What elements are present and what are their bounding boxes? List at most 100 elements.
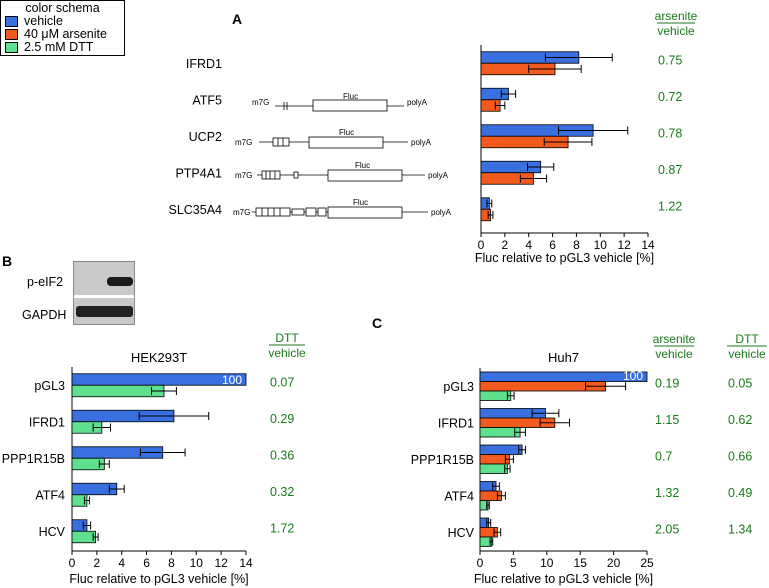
chart-c-ratio-value: 0.66 xyxy=(728,449,752,463)
blot-label-peif2: p-eIF2 xyxy=(27,275,63,289)
chart-c-x-tick-label: 20 xyxy=(607,556,621,570)
chart-c-ratio-value: 0.05 xyxy=(728,376,752,390)
chart-b-ratio-value: 0.36 xyxy=(270,448,294,462)
legend-title: color schema xyxy=(25,1,100,15)
chart-c-ratio-value: 0.7 xyxy=(655,449,672,463)
chart-b-category-label: ATF4 xyxy=(35,488,65,502)
chart-a-x-tick-label: 8 xyxy=(573,238,580,252)
chart-b-x-tick-label: 0 xyxy=(69,556,76,570)
chart-b-ratio-value: 1.72 xyxy=(270,521,294,535)
fluc-label-ptp4a1: Fluc xyxy=(355,161,370,170)
chart-c-bar-pgl3-vehicle xyxy=(479,371,648,382)
chart-b-x-tick-label: 8 xyxy=(168,556,175,570)
chart-c-x-tick-label: 10 xyxy=(540,556,554,570)
color-legend: color schema vehicle 40 μM arsenite 2.5 … xyxy=(0,0,125,56)
construct-ptp4a1 xyxy=(257,169,425,182)
chart-c-ratio-value: 0.49 xyxy=(728,486,752,500)
chart-c-ratio-header-bottom: vehicle xyxy=(728,347,766,361)
chart-a-x-tick-label: 0 xyxy=(478,238,485,252)
chart-c-x-tick-label: 5 xyxy=(510,556,517,570)
chart-b-x-tick-label: 12 xyxy=(214,556,228,570)
fluc-label-ucp2: Fluc xyxy=(339,128,354,137)
chart-b-ratio-value: 0.07 xyxy=(270,375,294,389)
blot-separator xyxy=(74,295,134,298)
chart-b-x-tick-label: 10 xyxy=(190,556,204,570)
chart-b-ratio-value: 0.32 xyxy=(270,485,294,499)
chart-b-ratio-value: 0.29 xyxy=(270,412,294,426)
panel-label-b: B xyxy=(2,253,12,269)
chart-c-bar-pgl3-2-5-mm-dtt xyxy=(479,390,512,401)
legend-item-vehicle: vehicle xyxy=(1,15,124,28)
blot-label-gapdh: GAPDH xyxy=(22,308,66,322)
chart-a-x-tick-label: 2 xyxy=(502,238,509,252)
gapdh-band xyxy=(76,306,133,317)
chart-c-x-tick-label: 15 xyxy=(574,556,588,570)
chart-c-ratio-value: 1.15 xyxy=(655,413,679,427)
chart-a-ratio-value: 0.87 xyxy=(658,163,682,177)
m7g-label-atf5: m7G xyxy=(252,98,269,107)
chart-b-ratio-header-top: DTT xyxy=(275,331,299,345)
chart-c-category-label: IFRD1 xyxy=(438,416,474,430)
peif2-band xyxy=(107,277,133,286)
chart-a-x-label: Fluc relative to pGL3 vehicle [%] xyxy=(475,251,654,265)
m7g-label-slc35a4: m7G xyxy=(233,208,250,217)
fluc-label-slc35a4: Fluc xyxy=(353,198,368,207)
chart-a-x-tick-label: 6 xyxy=(549,238,556,252)
chart-c-x-label: Fluc relative to pGL3 vehicle [%] xyxy=(474,572,653,586)
chart-c-x-tick-label: 0 xyxy=(477,556,484,570)
chart-b-bar-pgl3-2-5-mm-dtt xyxy=(71,384,165,398)
construct-ucp2 xyxy=(259,136,408,149)
panel-label-c: C xyxy=(372,315,382,331)
chart-c-bar-ppp1r15b-2-5-mm-dtt xyxy=(479,463,508,474)
chart-c-bar-annotation: 100 xyxy=(623,369,643,383)
legend-swatch-vehicle xyxy=(5,16,18,27)
chart-a-x-tick-label: 10 xyxy=(594,238,608,252)
chart-c-category-label: HCV xyxy=(448,526,475,540)
chart-b-bar-pgl3-vehicle xyxy=(71,373,247,386)
chart-a-category-label: UCP2 xyxy=(189,130,222,144)
panel-label-a: A xyxy=(232,11,242,27)
legend-item-arsenite: 40 μM arsenite xyxy=(1,28,124,41)
chart-b-category-label: PPP1R15B xyxy=(2,452,65,466)
chart-b-x-tick-label: 6 xyxy=(143,556,150,570)
chart-c-ratio-header-bottom: vehicle xyxy=(655,347,693,361)
chart-b-x-tick-label: 14 xyxy=(239,556,253,570)
chart-c-title: Huh7 xyxy=(548,350,579,365)
chart-c-ratio-header-top: arsenite xyxy=(653,332,696,346)
legend-label-vehicle: vehicle xyxy=(24,14,63,28)
m7g-label-ptp4a1: m7G xyxy=(235,171,252,180)
polya-label-ptp4a1: polyA xyxy=(428,171,449,180)
chart-c-bar-ppp1r15b-vehicle xyxy=(479,444,523,455)
chart-a-category-label: SLC35A4 xyxy=(168,203,222,217)
chart-c-ratio-value: 1.34 xyxy=(728,522,752,536)
chart-c-ratio-header-top: DTT xyxy=(735,332,759,346)
chart-a-ratio-header-top: arsenite xyxy=(655,9,698,23)
chart-b-x-tick-label: 4 xyxy=(118,556,125,570)
chart-a-ratio-value: 0.78 xyxy=(658,126,682,140)
construct-atf5 xyxy=(275,99,404,112)
legend-swatch-dtt xyxy=(5,42,18,53)
chart-b-bar-annotation: 100 xyxy=(222,373,242,387)
chart-b-category-label: IFRD1 xyxy=(29,415,65,429)
chart-b-bar-hcv-2-5-mm-dtt xyxy=(71,530,97,544)
chart-c-category-label: ATF4 xyxy=(444,489,474,503)
chart-c-ratio-value: 0.19 xyxy=(655,376,679,390)
chart-a-category-label: ATF5 xyxy=(192,93,222,107)
chart-b-category-label: HCV xyxy=(39,525,66,539)
chart-c-category-label: PPP1R15B xyxy=(411,453,474,467)
chart-a-category-label: PTP4A1 xyxy=(175,166,222,180)
chart-a-ratio-header-bottom: vehicle xyxy=(657,24,695,38)
chart-c-bar-ifrd1-2-5-mm-dtt xyxy=(479,427,521,438)
legend-label-arsenite: 40 μM arsenite xyxy=(24,27,107,41)
chart-b-x-tick-label: 2 xyxy=(94,556,101,570)
chart-b-x-label: Fluc relative to pGL3 vehicle [%] xyxy=(69,572,248,586)
legend-swatch-arsenite xyxy=(5,29,18,40)
legend-item-dtt: 2.5 mM DTT xyxy=(1,41,124,54)
western-blot-image xyxy=(73,261,135,325)
polya-label-slc35a4: polyA xyxy=(431,208,452,217)
chart-c-ratio-value: 2.05 xyxy=(655,522,679,536)
chart-b-category-label: pGL3 xyxy=(34,379,65,393)
chart-a-category-label: IFRD1 xyxy=(186,57,222,71)
chart-a-ratio-value: 1.22 xyxy=(658,199,682,213)
